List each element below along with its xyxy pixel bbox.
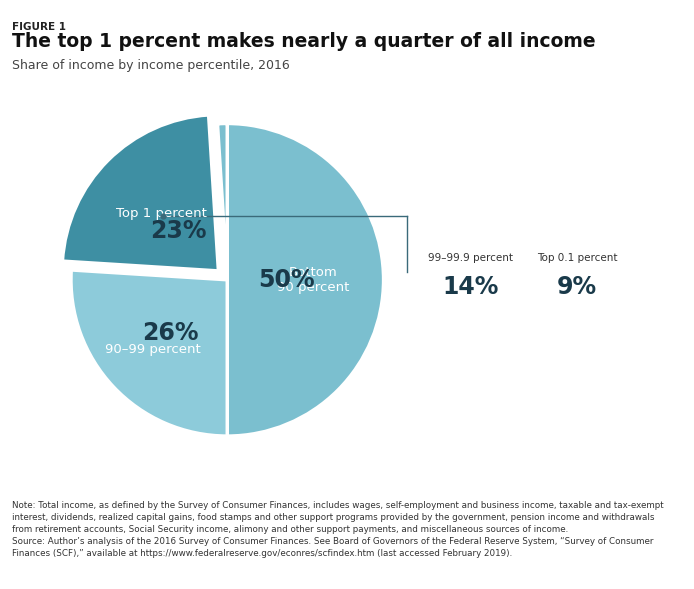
Text: Bottom
90 percent: Bottom 90 percent bbox=[277, 266, 349, 294]
Wedge shape bbox=[227, 124, 384, 436]
Text: The top 1 percent makes nearly a quarter of all income: The top 1 percent makes nearly a quarter… bbox=[12, 32, 596, 51]
Wedge shape bbox=[62, 115, 219, 271]
Text: Share of income by income percentile, 2016: Share of income by income percentile, 20… bbox=[12, 59, 290, 72]
Text: 14%: 14% bbox=[442, 275, 498, 299]
Text: Top 0.1 percent: Top 0.1 percent bbox=[537, 253, 617, 263]
Text: 99–99.9 percent: 99–99.9 percent bbox=[428, 253, 513, 263]
Text: 50%: 50% bbox=[258, 268, 315, 292]
Text: Note: Total income, as defined by the Survey of Consumer Finances, includes wage: Note: Total income, as defined by the Su… bbox=[12, 501, 664, 558]
Text: Top 1 percent: Top 1 percent bbox=[115, 207, 206, 220]
Text: 23%: 23% bbox=[151, 219, 207, 243]
Wedge shape bbox=[217, 124, 227, 280]
Wedge shape bbox=[71, 270, 227, 436]
Text: 9%: 9% bbox=[557, 275, 597, 299]
Text: FIGURE 1: FIGURE 1 bbox=[12, 22, 67, 32]
Text: 26%: 26% bbox=[142, 321, 198, 345]
Text: 90–99 percent: 90–99 percent bbox=[105, 343, 201, 356]
Text: CAP: CAP bbox=[613, 541, 653, 560]
